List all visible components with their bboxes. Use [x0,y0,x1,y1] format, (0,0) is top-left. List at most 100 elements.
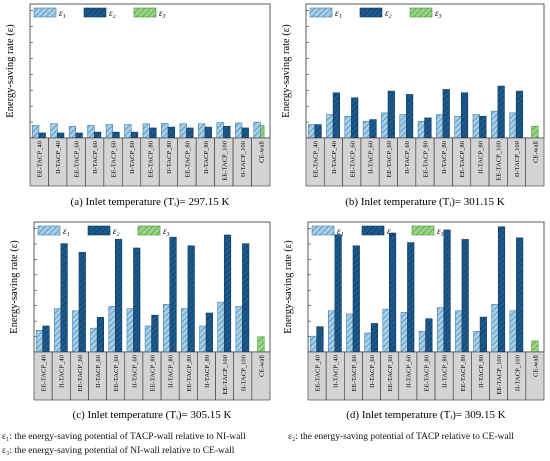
bar-e1-9 [455,310,463,353]
category-label: EE-TACP_40 [41,354,48,391]
category-label: CE-wall [258,355,265,377]
bar-e1-8 [436,114,444,139]
bar-e2-3 [78,252,86,353]
bar-e1-8 [162,304,171,353]
bar-e1-12 [235,306,243,353]
category-label: EE-TACP_40 [315,354,322,391]
bar-e1-9 [181,308,189,353]
bar-e1-8 [436,307,445,353]
legend-label-e3: ε₃ [435,8,442,18]
bar-e1-9 [179,123,187,139]
category-label: II-TACP_40 [333,354,340,388]
category-label: EE-TACP_60 [387,354,394,391]
bar-e1-2 [328,310,336,353]
category-label: II-TACP_60 [368,140,375,174]
bar-e2-5 [115,239,123,353]
category-label: II-TACP_80 [168,354,175,388]
bar-e2-10 [479,115,487,139]
bar-e2-2 [60,243,68,353]
y-axis-title: Energy-saving rate (ε) [5,24,16,118]
category-label: II-TACP_100 [514,140,521,177]
category-label: EE-TACP_80 [423,140,430,177]
bar-e2-6 [133,247,141,353]
bar-e1-7 [142,123,150,139]
legend-swatch-e3 [409,7,433,18]
category-label: EE-TACP_100 [221,140,228,180]
category-label: II-TACP_60 [405,354,412,388]
bar-e1-10 [199,325,207,353]
bar-e2-9 [187,245,195,353]
footnote-e1: ε₁: the energy-saving potential of TACP-… [2,432,246,442]
category-label: EE-TACP_60 [351,354,358,391]
bar-e1-11 [491,304,499,353]
bar-e1-2 [326,114,334,139]
bar-e2-1 [42,325,50,353]
bar-e1-1 [309,335,318,353]
bar-e2-7 [151,314,159,353]
bar-e2-8 [167,126,176,139]
bar-e1-1 [307,124,316,139]
bar-e1-3 [68,125,77,139]
bar-e1-11 [216,122,224,139]
legend-label-e1: ε₁ [59,8,66,18]
bar-e2-3 [352,245,360,353]
category-label: EE-TACP_40 [37,140,44,177]
bar-e3-13 [531,125,539,139]
bar-e2-8 [442,89,450,139]
bar-e1-9 [454,115,462,139]
category-label: CE-wall [258,141,265,163]
bar-e1-3 [72,310,80,353]
legend-swatch-e2 [361,225,385,236]
legend-swatch-e1 [311,225,335,236]
footnote-e3: ε₃: the energy-saving potential of NI-wa… [2,446,235,456]
legend-label-e3: ε₃ [163,226,170,236]
panel-caption: (a) Inlet temperature (Tᵢ)= 297.15 K [71,196,230,208]
category-label: II-TACP_80 [441,140,448,174]
legend-swatch-e1 [37,225,61,236]
bar-e2-10 [205,312,213,353]
bar-e1-7 [417,120,425,139]
chart-panel-3: Energy-saving rate (ε) EE-TACP_40 II-TACP_… [9,221,271,421]
bar-e1-7 [418,331,426,353]
bar-e1-2 [50,123,58,139]
bar-e1-5 [105,124,114,139]
bar-e2-11 [497,226,506,353]
legend-label-e2: ε₂ [387,226,394,236]
bar-e3-13 [257,336,265,353]
category-label: II-TACP_80 [478,354,485,388]
category-box [525,137,545,187]
bar-e2-12 [241,127,249,139]
category-label: II-TACP_60 [92,140,99,174]
legend-swatch-e3 [137,225,161,236]
category-label: II-TACP_60 [129,140,136,174]
bar-e2-10 [204,126,212,139]
bar-e1-10 [198,123,206,139]
category-label: EE-TACP_80 [459,140,466,177]
bar-e2-2 [332,92,340,139]
bar-e1-7 [144,325,152,353]
category-label: II-TACP_80 [203,140,210,174]
category-label: II-TACP_40 [55,140,62,174]
bar-e2-2 [334,234,342,353]
legend-label-e2: ε₂ [109,8,116,18]
category-label: EE-TACP_60 [111,140,118,177]
legend-label-e1: ε₁ [63,226,70,236]
bar-e2-11 [223,125,231,139]
bar-e2-7 [149,127,157,139]
category-label: II-TACP_40 [331,140,338,174]
bar-e2-4 [93,131,102,139]
category-box [251,137,271,187]
bar-e2-8 [443,229,451,353]
category-label: II-TACP_60 [404,140,411,174]
bar-e1-3 [346,313,354,353]
legend-label-e2: ε₂ [385,8,392,18]
bar-e1-6 [124,124,132,139]
bar-e2-1 [316,326,324,353]
category-label: EE-TACP_60 [113,354,120,391]
y-axis-title: Energy-saving rate (ε) [281,24,292,118]
category-label: EE-TACP_80 [148,140,155,177]
bar-e1-12 [509,112,517,139]
category-label: EE-TACP_60 [386,140,393,177]
bar-e1-4 [90,327,98,353]
bar-e2-5 [112,131,120,139]
